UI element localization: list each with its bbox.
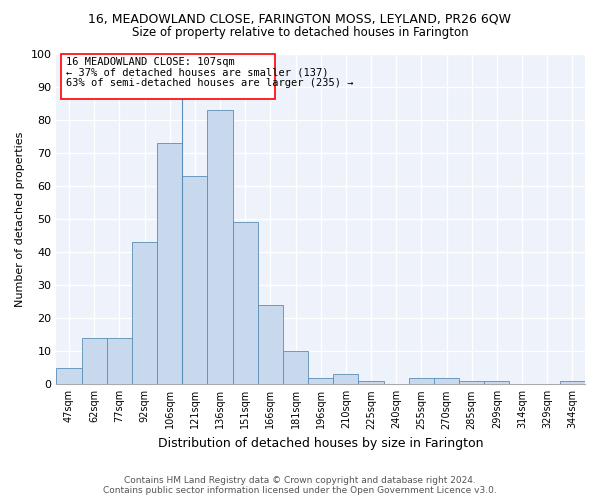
Text: 16 MEADOWLAND CLOSE: 107sqm: 16 MEADOWLAND CLOSE: 107sqm [67, 56, 235, 66]
Text: Size of property relative to detached houses in Farington: Size of property relative to detached ho… [131, 26, 469, 39]
Bar [132, 242, 157, 384]
Text: ← 37% of detached houses are smaller (137): ← 37% of detached houses are smaller (13… [67, 67, 329, 77]
Bar [208, 110, 233, 384]
Bar [182, 176, 208, 384]
Bar [308, 378, 333, 384]
Text: 63% of semi-detached houses are larger (235) →: 63% of semi-detached houses are larger (… [67, 78, 354, 88]
Bar [56, 368, 82, 384]
Y-axis label: Number of detached properties: Number of detached properties [15, 132, 25, 307]
Bar [560, 381, 585, 384]
Text: Contains HM Land Registry data © Crown copyright and database right 2024.
Contai: Contains HM Land Registry data © Crown c… [103, 476, 497, 495]
FancyBboxPatch shape [61, 54, 275, 98]
Bar [358, 381, 383, 384]
Bar [459, 381, 484, 384]
Bar [434, 378, 459, 384]
Bar [333, 374, 358, 384]
Bar [409, 378, 434, 384]
X-axis label: Distribution of detached houses by size in Farington: Distribution of detached houses by size … [158, 437, 484, 450]
Bar [107, 338, 132, 384]
Bar [82, 338, 107, 384]
Bar [233, 222, 258, 384]
Bar [283, 352, 308, 384]
Bar [258, 305, 283, 384]
Bar [484, 381, 509, 384]
Bar [157, 143, 182, 384]
Text: 16, MEADOWLAND CLOSE, FARINGTON MOSS, LEYLAND, PR26 6QW: 16, MEADOWLAND CLOSE, FARINGTON MOSS, LE… [89, 12, 511, 26]
